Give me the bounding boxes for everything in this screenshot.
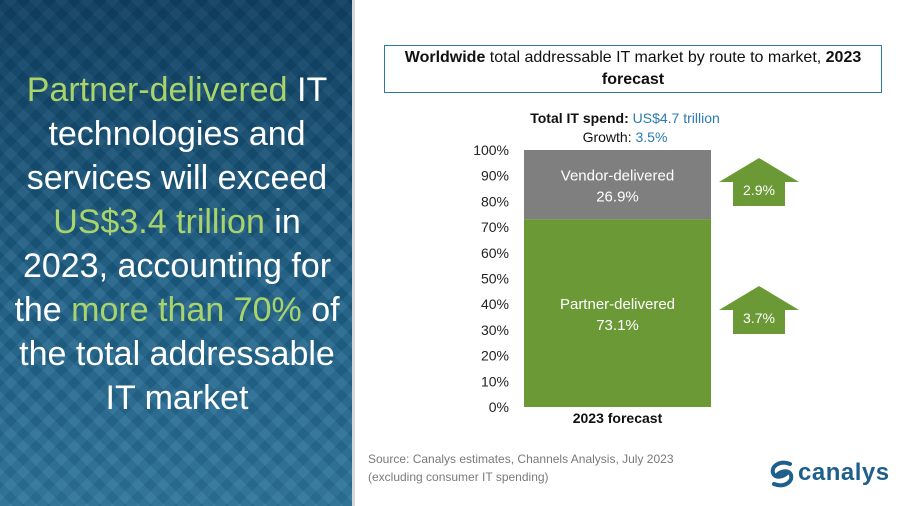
partner-delivered-segment-value: 73.1% (596, 317, 639, 334)
chart-title-bold-forecast: 2023 forecast (601, 49, 862, 88)
headline-highlight-share: more than 70% (71, 291, 302, 329)
canalys-logo: canalys (768, 456, 890, 492)
y-tick-label: 90% (481, 168, 509, 184)
vendor-delivered-bar-segment (524, 150, 711, 220)
panel-divider (352, 0, 355, 506)
growth-label: Growth: (582, 129, 632, 145)
y-tick-label: 80% (481, 193, 509, 209)
vendor-delivered-growth-label: 2.9% (743, 182, 775, 198)
y-tick-label: 20% (481, 348, 509, 364)
vendor-delivered-segment-value: 26.9% (596, 189, 639, 206)
partner-delivered-growth-label: 3.7% (743, 310, 775, 326)
x-axis-category-label: 2023 forecast (573, 410, 663, 426)
partner-delivered-growth-arrow-icon (719, 286, 799, 334)
headline-text-3: of the total addressable IT market (19, 291, 340, 417)
partner-delivered-segment-label: Partner-delivered (560, 296, 675, 313)
stacked-bar-chart: 0% 10% 20% 30% 40% 50% 60% 70% 80% 90% 100% Partner… (473, 142, 799, 426)
vendor-delivered-segment-label: Vendor-delivered (561, 168, 674, 185)
chart-title-bold-worldwide: Worldwide (404, 49, 486, 66)
y-tick-label: 70% (481, 219, 509, 235)
logo-text: canalys (798, 459, 890, 486)
y-tick-label: 40% (481, 296, 509, 312)
y-tick-label: 30% (481, 322, 509, 338)
source-note: Source: Canalys estimates, Channels Anal… (368, 450, 674, 486)
headline-text-2: in 2023, accounting for the (14, 203, 332, 329)
total-spend-value: US$4.7 trillion (628, 110, 720, 126)
left-panel: Partner-delivered IT technologies and se… (0, 0, 352, 506)
y-tick-label: 60% (481, 245, 509, 261)
y-tick-label: 50% (481, 271, 509, 287)
growth-line: Growth: 3.5% (460, 129, 790, 145)
source-line-2: (excluding consumer IT spending) (368, 470, 549, 484)
chart-title-text: total addressable IT market by route to … (485, 49, 826, 66)
headline-highlight-amount: US$3.4 trillion (53, 203, 265, 241)
headline-text-1: IT technologies and services will exceed (26, 71, 328, 197)
partner-delivered-bar-segment (524, 219, 711, 407)
y-tick-label: 10% (481, 373, 509, 389)
total-spend-label: Total IT spend: (530, 110, 629, 126)
chart-title-box: Worldwide total addressable IT market by… (384, 45, 882, 93)
vendor-delivered-growth-arrow-icon (719, 158, 799, 206)
headline: Partner-delivered IT technologies and se… (14, 68, 340, 420)
headline-highlight-partner: Partner-delivered (26, 71, 288, 109)
y-tick-label: 0% (489, 399, 509, 415)
growth-value: 3.5% (631, 129, 668, 145)
canalys-swirl-icon (770, 460, 794, 488)
total-spend-line: Total IT spend: US$4.7 trillion (460, 110, 790, 126)
source-line-1: Source: Canalys estimates, Channels Anal… (368, 452, 674, 466)
y-tick-label: 100% (473, 142, 509, 158)
